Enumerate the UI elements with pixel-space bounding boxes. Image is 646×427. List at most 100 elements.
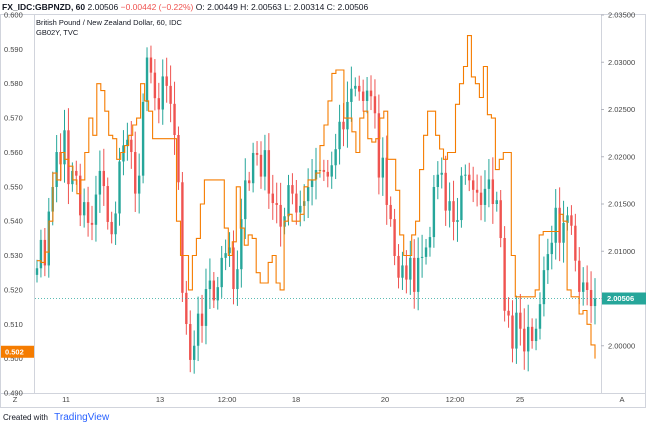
- right-price-marker-label: 2.00506: [607, 294, 634, 303]
- candle-body: [126, 139, 129, 146]
- left-axis-tick: 0.520: [4, 285, 23, 294]
- candle-body: [240, 219, 243, 270]
- candle-body: [200, 313, 204, 326]
- candle-body: [189, 324, 192, 360]
- candle-body: [409, 257, 412, 280]
- symbol-header: FX_IDC:GBPNZD, 60 2.00506 −0.00442 (−0.2…: [0, 0, 646, 15]
- legend-overlay-symbol[interactable]: GB02Y, TVC: [36, 28, 79, 37]
- candle-body: [354, 85, 357, 89]
- candle-body: [287, 185, 290, 217]
- candle-body: [137, 175, 141, 194]
- created-with-text: Created with: [3, 413, 48, 422]
- candle-body: [98, 170, 102, 195]
- candle-body: [361, 91, 365, 101]
- timezone-corner-label[interactable]: Z: [13, 395, 18, 404]
- right-axis-tick: 2.03500: [608, 11, 635, 20]
- left-axis-tick: 0.550: [4, 182, 23, 191]
- left-price-marker-label: 0.502: [5, 347, 24, 356]
- price-chart[interactable]: 0.600 0.590 0.580 0.570 0.560 0.550 0.540 0.530…: [0, 0, 646, 408]
- left-axis-tick: 0.530: [4, 251, 23, 260]
- candle-body: [562, 222, 565, 243]
- right-price-marker: [602, 292, 646, 305]
- x-axis-tick: 18: [292, 395, 300, 404]
- candle-body: [526, 326, 530, 352]
- candle-body: [452, 201, 455, 222]
- candle-body: [224, 253, 227, 258]
- candle-body: [204, 289, 208, 326]
- candle-body: [153, 72, 157, 99]
- candle-body: [212, 280, 216, 301]
- candle-body: [228, 247, 231, 254]
- candle-body: [483, 188, 487, 205]
- candle-body: [196, 313, 200, 346]
- candle-body: [157, 98, 161, 110]
- candle-body: [173, 103, 176, 136]
- candle-body: [358, 85, 361, 92]
- candle-body: [259, 154, 263, 177]
- candle-body: [169, 85, 172, 104]
- candle-body: [122, 145, 125, 162]
- left-axis-tick: 0.580: [4, 79, 23, 88]
- candle-body: [134, 152, 137, 194]
- candle-body: [295, 193, 298, 213]
- candle-body: [589, 289, 593, 307]
- ohlc-readout: O: 2.00449 H: 2.00563 L: 2.00314 C: 2.00…: [195, 2, 369, 12]
- candle-body: [456, 220, 459, 222]
- candle-body: [185, 292, 188, 325]
- x-axis-tick: 20: [381, 395, 389, 404]
- candle-body: [86, 202, 90, 223]
- candle-body: [82, 202, 86, 216]
- candle-body: [582, 282, 585, 292]
- symbol-label[interactable]: FX_IDC:GBPNZD, 60: [2, 2, 86, 12]
- candle-body: [389, 204, 392, 220]
- right-axis-tick: 2.01500: [608, 200, 635, 209]
- candle-body: [141, 101, 145, 176]
- candle-body: [448, 201, 451, 211]
- left-axis-tick: 0.510: [4, 320, 23, 329]
- candle-body: [279, 204, 282, 227]
- candle-body: [161, 76, 164, 110]
- candle-body: [216, 287, 219, 301]
- candle-body: [471, 180, 475, 190]
- candle-body: [192, 345, 196, 360]
- candle-body: [515, 312, 518, 349]
- right-axis-tick: 2.01000: [608, 247, 635, 256]
- right-axis-tick: 2.03000: [608, 58, 635, 67]
- candle-body: [519, 312, 522, 329]
- left-axis-tick: 0.590: [4, 45, 23, 54]
- left-axis-tick: 0.560: [4, 148, 23, 157]
- candle-body: [479, 192, 483, 205]
- candle-body: [177, 135, 180, 183]
- candle-body: [350, 88, 353, 102]
- candle-body: [255, 152, 259, 155]
- candle-body: [149, 57, 153, 73]
- candle-body: [397, 255, 400, 278]
- candle-body: [413, 257, 416, 292]
- candle-body: [334, 149, 337, 166]
- candle-body: [416, 257, 420, 292]
- chart-frame: [0, 14, 646, 408]
- candle-body: [491, 179, 495, 204]
- candle-body: [503, 238, 506, 311]
- left-axis-tick: 0.600: [4, 11, 23, 20]
- candle-body: [55, 152, 58, 187]
- candle-body: [538, 304, 542, 329]
- candle-body: [385, 157, 388, 205]
- candle-body: [381, 157, 385, 178]
- candle-body: [432, 186, 436, 238]
- candle-body: [326, 171, 329, 177]
- candle-body: [181, 182, 184, 293]
- candle-body: [79, 175, 82, 216]
- candle-body: [377, 113, 381, 178]
- auto-scale-corner-label[interactable]: A: [619, 395, 624, 404]
- tradingview-logo-text[interactable]: TradingView: [54, 412, 110, 423]
- x-axis-tick: 25: [516, 395, 524, 404]
- x-axis-tick: 11: [62, 395, 70, 404]
- candle-body: [35, 268, 39, 275]
- candle-body: [306, 186, 310, 202]
- candle-body: [534, 328, 538, 342]
- candle-body: [251, 152, 255, 184]
- candle-body: [593, 298, 597, 307]
- candle-body: [106, 186, 109, 222]
- candle-body: [440, 172, 443, 175]
